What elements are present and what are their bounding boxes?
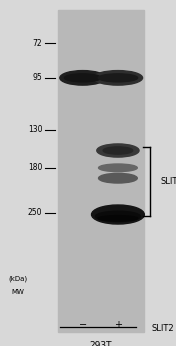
- Bar: [58, 10, 144, 332]
- Ellipse shape: [95, 211, 140, 222]
- Text: 293T: 293T: [89, 341, 112, 346]
- Text: MW: MW: [11, 289, 24, 295]
- Ellipse shape: [98, 216, 138, 221]
- Text: 95: 95: [33, 73, 42, 82]
- Text: (kDa): (kDa): [8, 275, 27, 282]
- Ellipse shape: [99, 164, 137, 172]
- Text: 180: 180: [28, 163, 42, 172]
- Text: 72: 72: [33, 39, 42, 48]
- Ellipse shape: [92, 205, 144, 224]
- Text: +: +: [114, 320, 122, 330]
- Ellipse shape: [60, 71, 106, 85]
- Ellipse shape: [64, 74, 101, 82]
- Text: 250: 250: [28, 208, 42, 217]
- Text: SLIT2: SLIT2: [160, 177, 176, 186]
- Text: −: −: [79, 320, 87, 330]
- Ellipse shape: [99, 173, 137, 183]
- Ellipse shape: [103, 147, 133, 154]
- Text: SLIT2: SLIT2: [151, 324, 174, 333]
- Ellipse shape: [98, 74, 138, 82]
- Ellipse shape: [93, 71, 143, 85]
- Text: 130: 130: [28, 125, 42, 134]
- Ellipse shape: [97, 144, 139, 157]
